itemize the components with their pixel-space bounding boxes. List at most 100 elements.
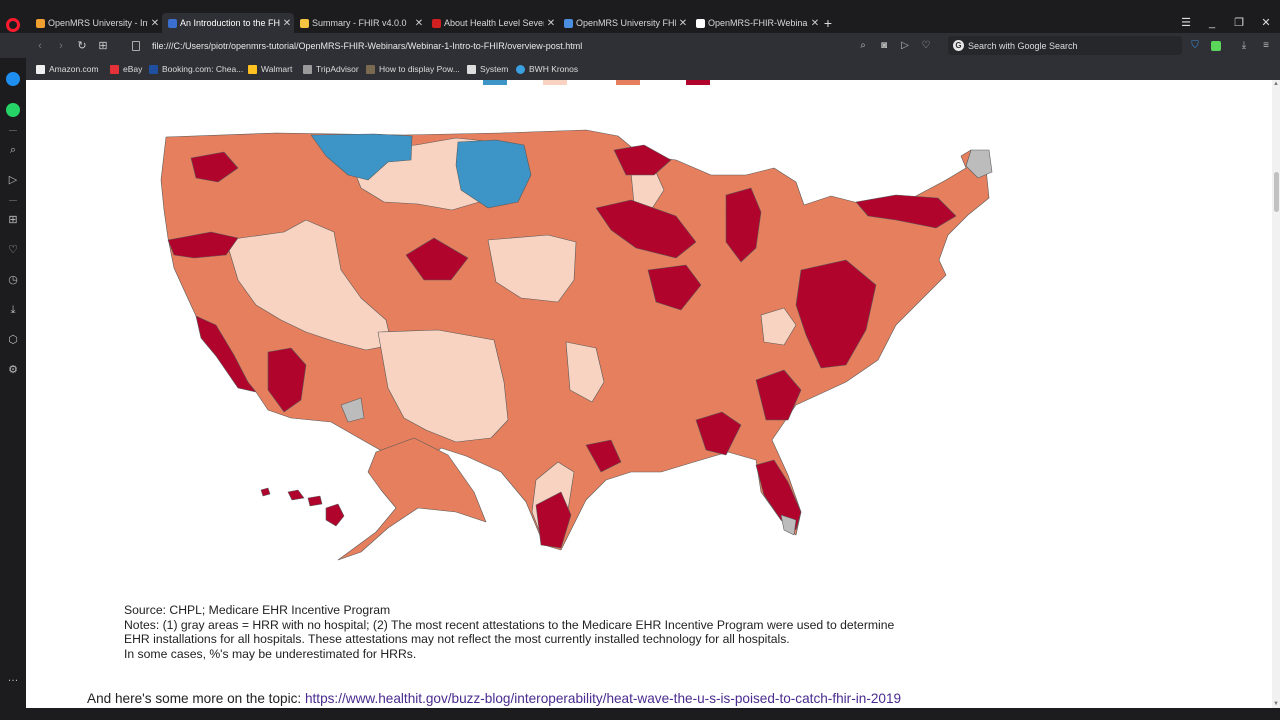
sidebar-divider	[9, 200, 17, 201]
legend-swatch-high	[686, 80, 710, 85]
region-high-missouri	[647, 264, 702, 311]
legend-swatch-mid	[616, 80, 640, 85]
legend-swatch-lowest	[483, 80, 507, 85]
bookmark-ebay[interactable]: eBay	[110, 62, 142, 76]
bookmark-heart-icon[interactable]: ♡	[921, 40, 931, 51]
opera-menu-icon[interactable]	[6, 18, 20, 32]
bookmark-walmart[interactable]: Walmart	[248, 62, 292, 76]
bookmark-system[interactable]: System	[467, 62, 508, 76]
tab-github-webinars[interactable]: OpenMRS-FHIR-Webinars/ ✕	[690, 13, 822, 33]
region-high-pnw	[190, 151, 239, 183]
new-tab-plus-icon[interactable]: +	[823, 15, 833, 31]
bookmarks-bar: Amazon.com eBay Booking.com: Chea... Wal…	[26, 58, 1280, 80]
messenger-icon[interactable]	[6, 72, 20, 86]
region-high-nca	[167, 231, 239, 259]
tab-openmrs-university-intro[interactable]: OpenMRS University - Intro ✕	[30, 13, 162, 33]
bookmarks-heart-icon[interactable]: ♡	[8, 244, 18, 256]
notes-line: Notes: (1) gray areas = HRR with no hosp…	[124, 617, 895, 632]
favicon-icon	[564, 18, 573, 28]
github-icon	[696, 18, 705, 28]
search-icon[interactable]: ⌕	[9, 144, 17, 156]
region-high-houston	[535, 491, 572, 549]
document-icon	[467, 64, 476, 74]
scroll-up-icon[interactable]: ▲	[1273, 81, 1279, 87]
map-notes: Source: CHPL; Medicare EHR Incentive Pro…	[124, 603, 1004, 661]
bookmark-tripadvisor[interactable]: TripAdvisor	[303, 62, 359, 76]
bookmark-powershell[interactable]: How to display Pow...	[366, 62, 460, 76]
close-tab-icon[interactable]: ✕	[546, 17, 556, 29]
zoom-icon[interactable]: ⌕	[860, 40, 866, 51]
restore-icon[interactable]: ❐	[1234, 17, 1244, 29]
snapshot-camera-icon[interactable]: ◙	[880, 40, 888, 51]
tab-intro-to-fhir[interactable]: An Introduction to the FHIR ✕	[162, 13, 294, 33]
tab-fhir-summary[interactable]: Summary - FHIR v4.0.0 ✕	[294, 13, 426, 33]
forward-icon[interactable]: ›	[59, 40, 63, 52]
search-input[interactable]	[968, 38, 1173, 53]
region-high-florida	[755, 459, 802, 531]
region-high-chicago	[595, 199, 697, 259]
continental-us-shape	[160, 129, 990, 551]
reload-icon[interactable]: ↻	[77, 40, 87, 52]
close-window-icon[interactable]: ✕	[1261, 17, 1271, 29]
vpn-shield-icon[interactable]: ⛉	[1191, 40, 1199, 51]
alaska-shape	[337, 437, 487, 561]
tab-menu-icon[interactable]: ☰	[1181, 17, 1191, 29]
region-low-ohio	[760, 307, 797, 346]
close-tab-icon[interactable]: ✕	[282, 17, 292, 29]
page-scrollbar[interactable]: ▲ ▼	[1272, 80, 1280, 708]
walmart-icon	[248, 64, 257, 74]
page-icon	[132, 41, 140, 51]
region-low-south	[565, 341, 605, 403]
close-tab-icon[interactable]: ✕	[150, 17, 160, 29]
speed-dial-icon[interactable]: ⊞	[8, 214, 18, 226]
downloads-icon[interactable]: ⤓	[10, 304, 16, 316]
region-high-ca	[195, 315, 257, 393]
bookmark-bwh-kronos[interactable]: BWH Kronos	[516, 62, 578, 76]
bookmark-booking[interactable]: Booking.com: Chea...	[149, 62, 243, 76]
send-flow-icon[interactable]: ▷	[901, 40, 909, 51]
minimize-icon[interactable]: _	[1208, 17, 1216, 29]
extension-icon[interactable]	[1208, 38, 1224, 54]
region-low-southwest	[377, 329, 509, 443]
close-tab-icon[interactable]: ✕	[414, 17, 424, 29]
amazon-icon	[36, 64, 45, 74]
tab-strip: OpenMRS University - Intro ✕ An Introduc…	[0, 13, 1280, 33]
scrollbar-thumb[interactable]	[1274, 172, 1279, 212]
tripadvisor-icon	[303, 64, 312, 74]
close-tab-icon[interactable]: ✕	[678, 17, 688, 29]
more-on-topic-paragraph: And here's some more on the topic: https…	[87, 691, 902, 706]
tab-about-hl7[interactable]: About Health Level Seven ✕	[426, 13, 558, 33]
extensions-cube-icon[interactable]: ⬡	[8, 334, 18, 346]
easy-setup-menu-icon[interactable]: ≡	[1263, 40, 1269, 51]
kronos-icon	[516, 64, 525, 74]
settings-gear-icon[interactable]: ⚙	[8, 364, 18, 376]
back-icon[interactable]: ‹	[38, 40, 42, 52]
hawaii-big-island-shape	[325, 503, 345, 527]
bookmark-amazon[interactable]: Amazon.com	[36, 62, 99, 76]
region-high-texas-north	[585, 439, 622, 473]
region-high-southeast	[695, 411, 742, 456]
favicon-icon	[300, 18, 309, 28]
search-box[interactable]: G	[948, 36, 1182, 55]
close-tab-icon[interactable]: ✕	[810, 17, 820, 29]
speed-dial-grid-icon[interactable]: ⊞	[98, 40, 108, 52]
healthit-buzz-blog-link[interactable]: https://www.healthit.gov/buzz-blog/inter…	[304, 691, 902, 706]
downloads-icon[interactable]: ⤓	[1241, 40, 1247, 51]
favicon-icon	[432, 18, 441, 28]
us-hrr-fhir-map	[160, 129, 993, 561]
address-bar: ‹ › ↻ ⊞ file:///C:/Users/piotr/openmrs-t…	[0, 33, 1280, 58]
my-flow-icon[interactable]: ▷	[8, 174, 18, 186]
booking-icon	[149, 64, 158, 74]
whatsapp-icon[interactable]	[6, 103, 20, 117]
region-no-hospital-fl	[780, 514, 797, 536]
region-no-hospital-maine	[965, 149, 993, 179]
legend-strip	[26, 80, 826, 86]
source-line: Source: CHPL; Medicare EHR Incentive Pro…	[124, 603, 391, 617]
scroll-down-icon[interactable]: ▼	[1273, 701, 1279, 707]
tab-openmrs-university-fhir[interactable]: OpenMRS University FHIR ✕	[558, 13, 690, 33]
url-field[interactable]: file:///C:/Users/piotr/openmrs-tutorial/…	[152, 41, 583, 51]
legend-swatch-low	[543, 80, 567, 85]
more-options-icon[interactable]: …	[7, 672, 19, 684]
history-clock-icon[interactable]: ◷	[8, 274, 18, 286]
